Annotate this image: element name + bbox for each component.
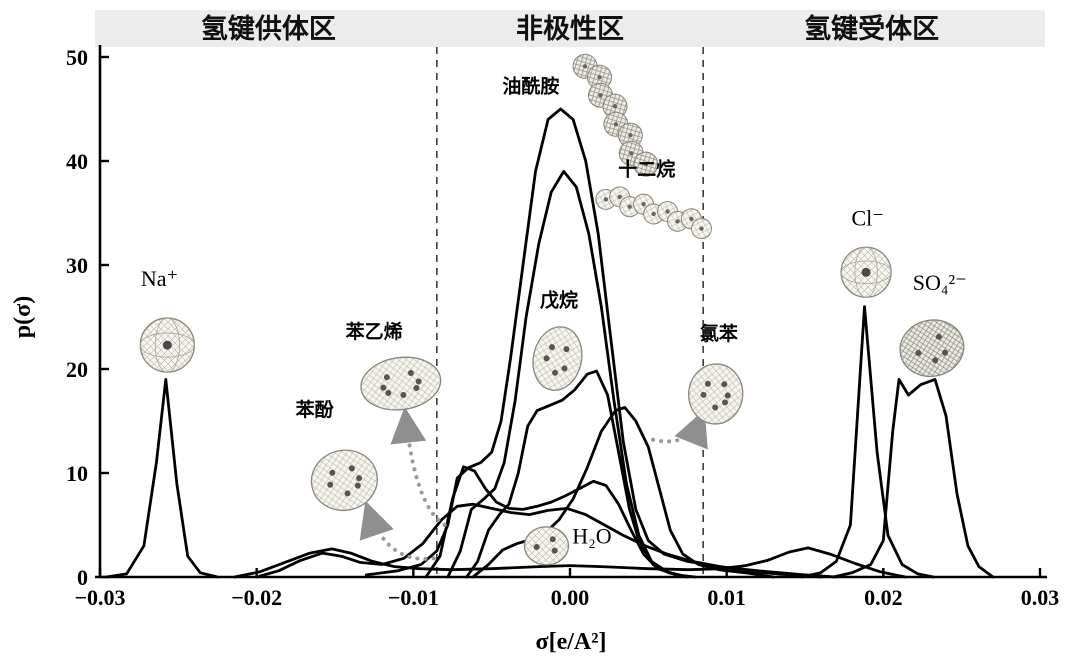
molecule-images <box>139 53 965 566</box>
styrene-atom <box>413 385 420 392</box>
chlorobenzene-atom <box>712 404 719 411</box>
phenol-atom <box>348 465 355 472</box>
y-tick-label: 10 <box>66 461 88 486</box>
phenol-atom <box>354 482 361 489</box>
curve-sodium-ion <box>104 377 219 579</box>
chlorobenzene-atom <box>700 391 707 398</box>
molecule-image-phenol <box>310 449 378 512</box>
x-axis-title: σ[e/A²] <box>536 629 607 655</box>
chloride-ion-center-atom <box>861 267 871 277</box>
curve-oleamide <box>364 107 838 579</box>
molecule-label-sodium-ion: Na⁺ <box>141 266 178 291</box>
water-atom <box>549 536 556 543</box>
molecule-label-phenol: 苯酚 <box>295 398 335 421</box>
region-labels: 氢键供体区 非极性区 氢键受体区 <box>201 13 939 45</box>
sodium-ion-center-atom <box>162 340 172 350</box>
pentane-atom <box>561 365 568 372</box>
molecule-label-water: H₂O <box>572 524 611 549</box>
chlorobenzene-atom <box>704 380 711 387</box>
arrow-to-phenol <box>359 500 436 561</box>
chlorobenzene-atom <box>724 392 731 399</box>
curve-dodecane <box>446 169 689 579</box>
sulfate-ion-atom <box>932 357 939 364</box>
curve-pentane <box>465 369 689 579</box>
styrene-atom <box>407 370 414 377</box>
x-tick-label: −0.02 <box>231 585 282 610</box>
pentane-atom <box>549 344 556 351</box>
styrene-mesh-surface <box>360 356 442 411</box>
molecule-label-pentane: 戊烷 <box>540 289 578 312</box>
phenol-atom <box>327 481 334 488</box>
x-tick-label: 0.03 <box>1021 585 1060 610</box>
arrow-to-styrene <box>390 406 447 527</box>
x-tick-label: 0.02 <box>864 585 903 610</box>
pentane-atom <box>543 355 550 362</box>
chlorobenzene-mesh-surface <box>688 363 744 425</box>
region-header-band <box>95 10 1045 47</box>
curve-sulfate-ion <box>831 377 995 579</box>
water-mesh-surface <box>523 526 570 566</box>
region-label-acceptor: 氢键受体区 <box>804 13 939 45</box>
pentane-atom <box>552 369 559 376</box>
molecule-image-chlorobenzene <box>688 363 744 425</box>
phenol-atom <box>356 475 363 482</box>
pentane-mesh-surface <box>532 326 583 391</box>
molecule-image-sodium-ion <box>139 317 196 373</box>
molecule-label-chloride-ion: Cl⁻ <box>851 205 883 230</box>
region-label-donor: 氢键供体区 <box>201 13 336 45</box>
styrene-atom <box>383 374 390 381</box>
sigma-profile-curves <box>104 107 995 579</box>
water-atom <box>533 544 540 551</box>
sulfate-ion-atom <box>942 349 949 356</box>
styrene-atom <box>385 389 392 396</box>
molecule-image-pentane <box>532 326 583 391</box>
phenol-atom <box>344 490 351 497</box>
x-tick-label: −0.01 <box>388 585 439 610</box>
chlorobenzene-atom <box>722 399 729 406</box>
phenol-mesh-surface <box>310 449 378 512</box>
molecule-label-dodecane: 十二烷 <box>618 158 675 181</box>
molecule-image-styrene <box>360 356 442 411</box>
x-tick-label: 0.00 <box>551 585 590 610</box>
region-boundaries <box>436 47 704 577</box>
region-label-nonpolar: 非极性区 <box>516 14 624 45</box>
arrow-to-chlorobenzene <box>651 409 708 450</box>
molecule-image-dodecane <box>595 186 712 240</box>
curve-water <box>233 546 907 579</box>
y-tick-label: 40 <box>66 149 88 174</box>
y-axis-title: p(σ) <box>10 296 36 338</box>
molecule-image-sulfate-ion <box>899 319 965 378</box>
sulfate-ion-mesh-surface <box>899 319 965 378</box>
axes <box>95 45 1047 579</box>
curve-chlorobenzene <box>471 406 776 579</box>
molecule-label-sulfate-ion: SO₄²⁻ <box>913 270 967 295</box>
molecule-label-chlorobenzene: 氯苯 <box>700 322 738 345</box>
y-tick-label: 20 <box>66 357 88 382</box>
y-tick-label: 0 <box>77 565 88 590</box>
annotation-arrows <box>359 406 708 561</box>
phenol-atom <box>329 469 336 476</box>
styrene-atom <box>415 378 422 385</box>
molecule-image-water <box>523 526 570 566</box>
pentane-atom <box>563 346 570 353</box>
tick-labels: −0.03 −0.02 −0.01 0.00 0.01 0.02 0.03 0 10 20 30 40… <box>66 45 1059 610</box>
sulfate-ion-atom <box>915 349 922 356</box>
x-tick-label: −0.03 <box>74 585 125 610</box>
molecule-image-chloride-ion <box>840 246 892 298</box>
curve-chloride-ion <box>800 305 935 579</box>
molecule-label-oleamide: 油酰胺 <box>502 74 559 97</box>
y-tick-label: 50 <box>66 45 88 70</box>
y-tick-label: 30 <box>66 253 88 278</box>
chlorobenzene-atom <box>721 381 728 388</box>
sulfate-ion-atom <box>935 333 942 340</box>
water-atom <box>551 547 558 554</box>
x-tick-label: 0.01 <box>707 585 746 610</box>
molecule-image-oleamide <box>572 53 659 177</box>
molecule-label-styrene: 苯乙烯 <box>345 320 403 343</box>
styrene-atom <box>380 384 387 391</box>
styrene-atom <box>400 391 407 398</box>
